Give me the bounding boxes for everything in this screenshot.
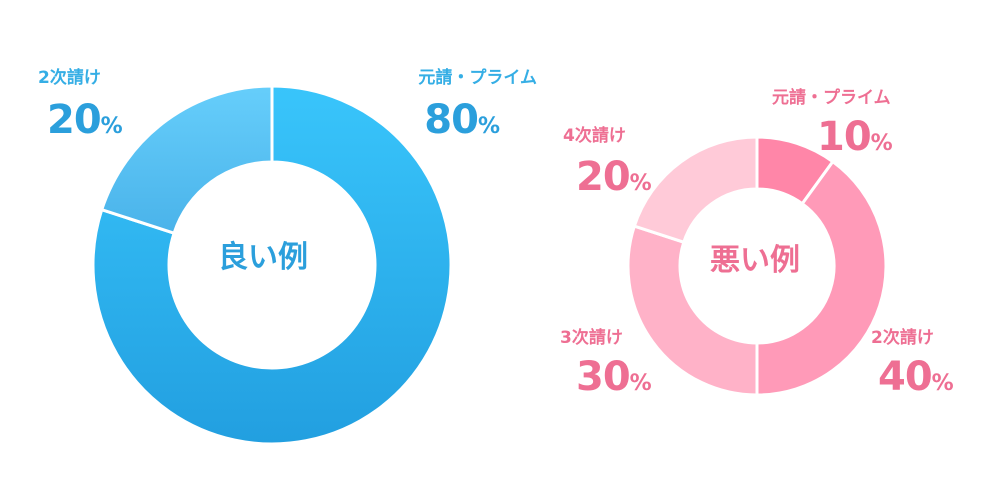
bad-slice-value-prime: 10% — [817, 114, 893, 160]
good-slice-1 — [91, 84, 453, 446]
bad-slice-value-second: 40% — [878, 354, 954, 400]
bad-slice-3 — [626, 224, 759, 397]
bad-slice-value-fourth: 20% — [576, 154, 652, 200]
bad-slice-value-third: 30% — [576, 354, 652, 400]
good-slice-2 — [99, 84, 274, 236]
good-example-title: 良い例 — [218, 240, 308, 275]
good-slice-label-prime: 元請・プライム — [418, 68, 537, 88]
bad-slice-label-prime: 元請・プライム — [772, 88, 891, 108]
good-slice-value-prime: 80% — [424, 97, 500, 143]
bad-slice-2 — [755, 159, 888, 397]
bad-slice-label-second: 2次請け — [871, 328, 934, 348]
bad-slice-4 — [632, 135, 759, 245]
good-slice-value-second: 20% — [47, 97, 123, 143]
good-example-donut — [91, 84, 453, 446]
bad-example-donut — [626, 135, 888, 397]
good-slice-label-second: 2次請け — [38, 68, 101, 88]
bad-example-title: 悪い例 — [710, 243, 800, 278]
bad-slice-label-third: 3次請け — [560, 328, 623, 348]
bad-slice-label-fourth: 4次請け — [563, 126, 626, 146]
